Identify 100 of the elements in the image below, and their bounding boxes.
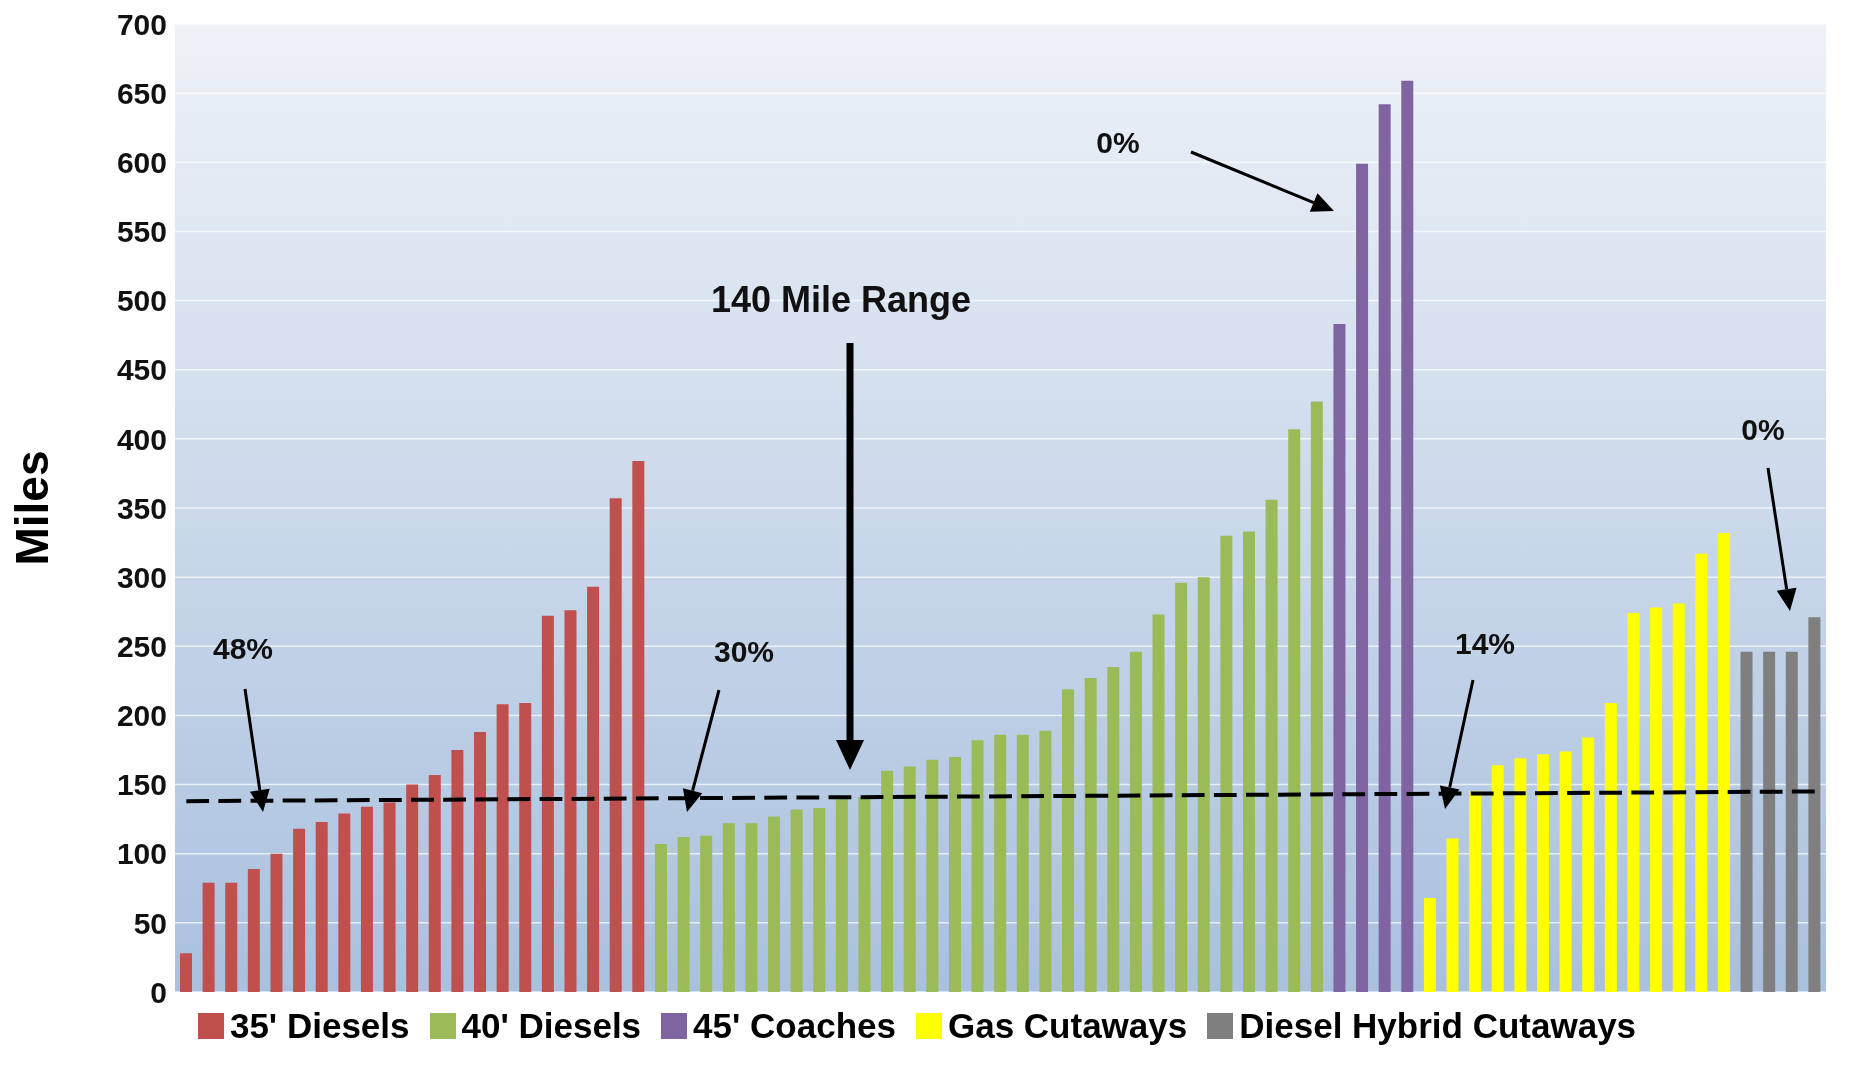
bar bbox=[1423, 897, 1436, 992]
bar bbox=[587, 586, 600, 992]
y-tick-label: 700 bbox=[116, 7, 167, 41]
bar bbox=[654, 844, 667, 992]
bar bbox=[1740, 651, 1753, 992]
bar bbox=[428, 774, 441, 992]
bar bbox=[971, 740, 984, 992]
bar bbox=[1242, 531, 1255, 992]
legend-label: Gas Cutaways bbox=[947, 1006, 1188, 1046]
legend-label: 35' Diesels bbox=[229, 1006, 410, 1046]
bar bbox=[1197, 577, 1210, 992]
bar bbox=[1129, 651, 1142, 992]
bar bbox=[1650, 607, 1663, 992]
bar bbox=[315, 821, 328, 992]
bar bbox=[1084, 678, 1097, 992]
bar bbox=[293, 828, 306, 992]
bar bbox=[745, 823, 758, 992]
bar bbox=[1333, 324, 1346, 992]
y-tick-label: 50 bbox=[133, 906, 167, 940]
bar bbox=[247, 868, 260, 992]
y-tick-label: 150 bbox=[116, 768, 167, 802]
bar bbox=[1288, 429, 1301, 992]
y-axis-title: Miles bbox=[6, 450, 59, 566]
bar bbox=[338, 813, 351, 992]
bar bbox=[360, 806, 373, 992]
bar bbox=[835, 798, 848, 992]
bar bbox=[1016, 734, 1029, 992]
bar bbox=[180, 953, 192, 992]
y-tick-label: 250 bbox=[116, 629, 167, 663]
bar bbox=[881, 770, 894, 992]
y-tick-label: 200 bbox=[116, 699, 167, 733]
y-tick-label: 600 bbox=[116, 145, 167, 179]
bar bbox=[1514, 758, 1527, 992]
annotation: 0% bbox=[1741, 413, 1785, 447]
bar bbox=[1175, 582, 1188, 992]
bar bbox=[813, 808, 826, 992]
bar bbox=[270, 853, 283, 992]
bar bbox=[768, 816, 781, 992]
legend-label: 40' Diesels bbox=[461, 1006, 642, 1046]
bar bbox=[1152, 614, 1165, 992]
bar bbox=[632, 460, 645, 992]
annotation: 14% bbox=[1454, 627, 1516, 661]
bar bbox=[926, 759, 939, 992]
bar bbox=[948, 756, 961, 992]
legend-label: Diesel Hybrid Cutaways bbox=[1239, 1006, 1637, 1046]
bar bbox=[1627, 613, 1640, 992]
bar bbox=[496, 704, 509, 992]
bar bbox=[609, 498, 622, 992]
bar bbox=[903, 766, 916, 992]
bar bbox=[406, 784, 419, 992]
bar bbox=[383, 802, 396, 992]
bar bbox=[451, 750, 464, 992]
bar bbox=[1536, 754, 1549, 992]
bar bbox=[1265, 499, 1278, 992]
bar bbox=[1808, 617, 1821, 992]
bar bbox=[1763, 651, 1776, 992]
y-tick-label: 450 bbox=[116, 353, 167, 387]
y-tick-label: 100 bbox=[116, 837, 167, 871]
bar bbox=[564, 610, 577, 992]
bar bbox=[1039, 730, 1052, 992]
y-tick-label: 0 bbox=[150, 975, 167, 1009]
bar bbox=[1469, 791, 1482, 992]
bar bbox=[1582, 737, 1595, 992]
bar bbox=[1378, 104, 1391, 992]
annotation: 140 Mile Range bbox=[710, 279, 972, 321]
annotation: 30% bbox=[713, 635, 775, 669]
bar bbox=[790, 809, 803, 992]
annotation: 0% bbox=[1096, 126, 1140, 160]
bar bbox=[722, 823, 735, 992]
legend-label: 45' Coaches bbox=[693, 1006, 896, 1046]
bar bbox=[202, 882, 215, 992]
bar bbox=[994, 734, 1007, 992]
bar bbox=[700, 835, 713, 992]
bar bbox=[1695, 553, 1708, 992]
bar bbox=[1672, 603, 1685, 992]
bar bbox=[519, 702, 532, 992]
bar bbox=[1107, 667, 1120, 992]
y-tick-label: 350 bbox=[116, 491, 167, 525]
bar bbox=[1604, 702, 1617, 992]
bar bbox=[225, 882, 238, 992]
y-tick-label: 550 bbox=[116, 215, 167, 249]
y-tick-label: 400 bbox=[116, 422, 167, 456]
bar bbox=[1310, 401, 1323, 992]
bar bbox=[1559, 751, 1572, 992]
bar bbox=[1062, 689, 1075, 992]
bar bbox=[1717, 532, 1730, 992]
bar bbox=[1446, 838, 1459, 992]
y-tick-label: 650 bbox=[116, 76, 167, 110]
annotation: 48% bbox=[212, 632, 274, 666]
bar bbox=[1785, 651, 1798, 992]
bar bbox=[1401, 80, 1414, 992]
y-tick-label: 300 bbox=[116, 560, 167, 594]
bar bbox=[1491, 765, 1504, 992]
bar bbox=[858, 797, 871, 992]
bar bbox=[1356, 163, 1369, 992]
y-tick-label: 500 bbox=[116, 284, 167, 318]
bar bbox=[541, 615, 554, 992]
bar bbox=[677, 837, 690, 992]
bar bbox=[1220, 535, 1233, 992]
bar bbox=[474, 732, 487, 992]
